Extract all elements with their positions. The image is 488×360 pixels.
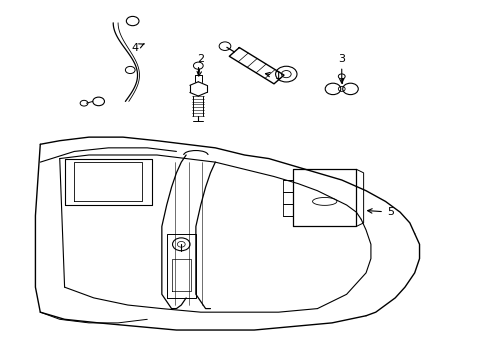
Text: 3: 3 [338, 54, 345, 83]
Text: 1: 1 [265, 71, 282, 81]
Text: 4: 4 [131, 43, 144, 53]
Text: 5: 5 [367, 207, 393, 217]
Text: 2: 2 [197, 54, 204, 76]
